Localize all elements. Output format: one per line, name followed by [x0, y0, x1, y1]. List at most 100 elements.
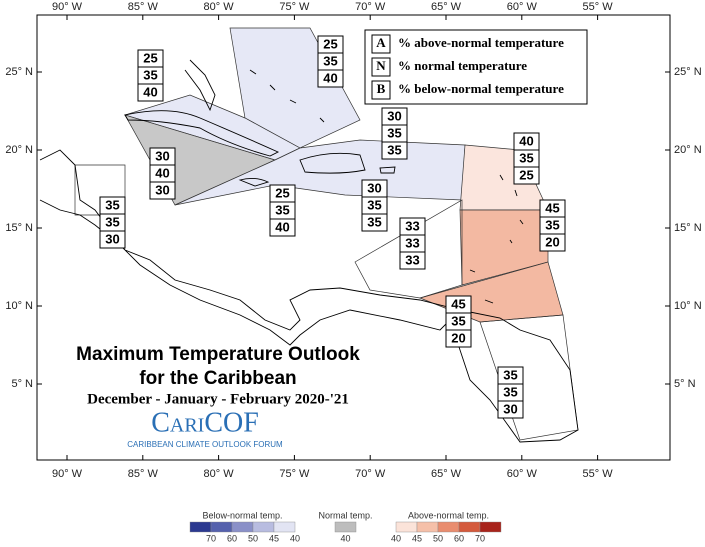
scale-label: 45 — [269, 533, 279, 542]
prob-value: 30 — [367, 180, 381, 195]
scale-label: 50 — [433, 533, 443, 542]
lon-label: 80° W — [204, 1, 235, 13]
lon-label: 55° W — [583, 1, 614, 13]
prob-cell — [361, 213, 388, 232]
swatch — [252, 521, 275, 533]
lat-label: 5° N — [11, 378, 33, 390]
prob-value: 33 — [405, 218, 419, 233]
scale-label: 60 — [454, 533, 464, 542]
lon-label: 75° W — [279, 1, 310, 13]
prob-value: 35 — [545, 217, 559, 232]
swatch — [479, 521, 502, 533]
coastline — [39, 59, 579, 443]
swatch — [231, 521, 254, 533]
lon-label: 80° W — [204, 468, 235, 480]
key-text: % above-normal temperature — [398, 35, 564, 50]
scale-title: Below-normal temp. — [202, 510, 282, 520]
prob-value: 30 — [155, 182, 169, 197]
prob-value: 35 — [387, 125, 401, 140]
key-letter-box — [371, 34, 391, 54]
lon-label: 55° W — [583, 468, 614, 480]
prob-value: 30 — [155, 148, 169, 163]
prob-cell — [317, 69, 344, 88]
prob-value: 40 — [275, 219, 289, 234]
prob-cell — [445, 329, 472, 348]
swatch — [334, 521, 357, 533]
scale-label: 40 — [391, 533, 401, 542]
lon-label: 70° W — [355, 1, 386, 13]
region-bahamas — [229, 27, 361, 149]
prob-value: 45 — [451, 296, 465, 311]
logo: CariCOF — [151, 407, 259, 438]
lon-label: 65° W — [431, 468, 462, 480]
lat-label: 25° N — [674, 66, 702, 78]
scale-title: Above-normal temp. — [408, 510, 489, 520]
swatch — [458, 521, 481, 533]
lat-label: 20° N — [674, 144, 702, 156]
title-line: for the Caribbean — [139, 368, 296, 389]
key-letter-box — [371, 80, 391, 100]
key-text: % below-normal temperature — [398, 81, 564, 96]
prob-value: 40 — [323, 70, 337, 85]
lat-label: 15° N — [674, 222, 702, 234]
prob-value: 30 — [105, 231, 119, 246]
prob-cell — [539, 233, 566, 252]
prob-cell — [513, 166, 540, 185]
ticks: 90° W 90° W 85° W 85° W 80° W 80° W 75° W 75° W… — [5, 1, 701, 480]
prob-value: 35 — [105, 197, 119, 212]
prob-cell — [399, 251, 426, 270]
prob-value: 35 — [143, 67, 157, 82]
islands — [249, 69, 524, 304]
prob-value: 30 — [503, 401, 517, 416]
key-frame — [364, 29, 588, 105]
swatch — [273, 521, 296, 533]
scale-label: 50 — [248, 533, 258, 542]
prob-value: 33 — [405, 235, 419, 250]
lon-label: 90° W — [52, 1, 83, 13]
lon-label: 65° W — [431, 1, 462, 13]
lat-label: 25° N — [5, 66, 33, 78]
region-central — [354, 199, 463, 299]
prob-cell — [149, 181, 176, 200]
prob-value: 35 — [503, 367, 517, 382]
lat-label: 10° N — [5, 300, 33, 312]
color-scale: Below-normal temp. 70 60 50 45 40 Normal temp.… — [189, 510, 502, 543]
prob-value: 20 — [451, 330, 465, 345]
prob-cell — [137, 83, 164, 102]
prob-value: 35 — [105, 214, 119, 229]
key-letter-box — [371, 57, 391, 77]
prob-cell — [99, 230, 126, 249]
lat-label: 20° N — [5, 144, 33, 156]
scale-label: 45 — [412, 533, 422, 542]
scale-label: 70 — [475, 533, 485, 542]
prob-value: 35 — [387, 142, 401, 157]
prob-value: 35 — [367, 214, 381, 229]
scale-label: 40 — [340, 533, 350, 542]
lon-label: 60° W — [507, 1, 538, 13]
lon-label: 85° W — [128, 468, 159, 480]
region-labels: 25 35 40 25 35 40 30 40 30 25 35 40 30 35 35 30 35 35 35 35… — [99, 35, 566, 419]
prob-value: 35 — [323, 53, 337, 68]
lon-label: 70° W — [355, 468, 386, 480]
scale-title: Normal temp. — [318, 510, 372, 520]
prob-cell — [497, 400, 524, 419]
prob-value: 40 — [519, 133, 533, 148]
map: A % above-normal temperature N % normal tem… — [5, 1, 701, 480]
lon-label: 75° W — [279, 468, 310, 480]
prob-value: 40 — [155, 165, 169, 180]
prob-value: 35 — [451, 313, 465, 328]
title-line: Maximum Temperature Outlook — [76, 344, 360, 365]
prob-value: 35 — [519, 150, 533, 165]
key-box: A % above-normal temperature N % normal tem… — [364, 29, 588, 105]
prob-value: 40 — [143, 84, 157, 99]
lon-label: 85° W — [128, 1, 159, 13]
scale-label: 70 — [206, 533, 216, 542]
prob-value: 20 — [545, 234, 559, 249]
prob-value: 25 — [323, 36, 337, 51]
prob-cell — [269, 218, 296, 237]
prob-value: 30 — [387, 108, 401, 123]
key-text: % normal temperature — [398, 58, 527, 73]
lon-label: 60° W — [507, 468, 538, 480]
prob-cell — [381, 141, 408, 160]
prob-value: 35 — [503, 384, 517, 399]
